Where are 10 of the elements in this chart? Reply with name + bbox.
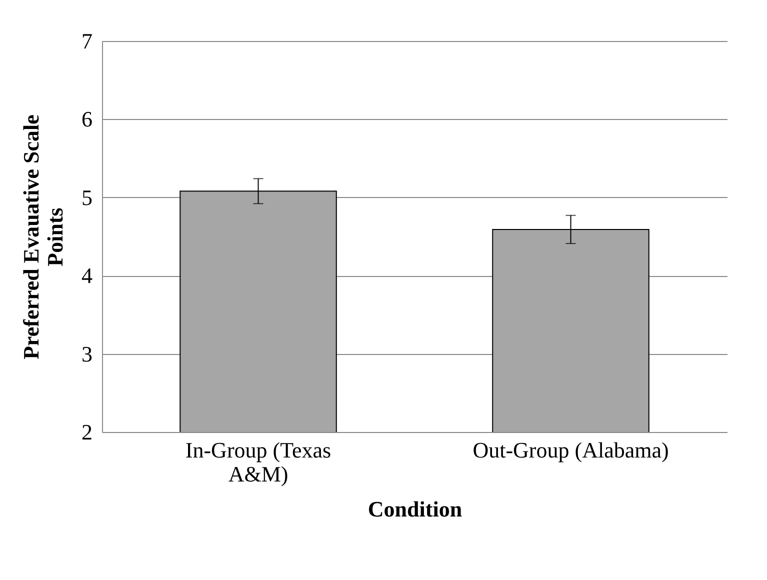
y-tick-label: 2 [82, 420, 92, 444]
y-axis-title: Preferred Evauative Scale Points [18, 114, 68, 360]
y-tick-label: 3 [82, 341, 92, 366]
x-axis-title: Condition [368, 496, 462, 522]
x-tick-label: Out-Group (Alabama) [472, 438, 669, 462]
x-tick-label: In-Group (Texas A&M) [185, 438, 332, 486]
y-tick-label: 6 [82, 106, 92, 132]
y-tick-label: 4 [82, 263, 92, 288]
y-tick-label: 5 [82, 184, 92, 210]
y-tick-label: 7 [82, 28, 92, 54]
